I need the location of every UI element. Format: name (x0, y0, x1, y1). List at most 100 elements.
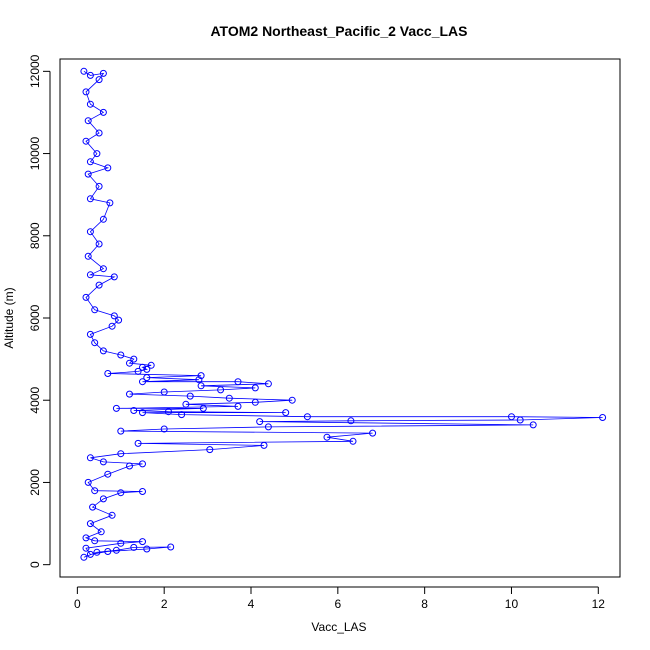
data-point (139, 378, 146, 386)
data-point (197, 382, 205, 390)
data-point (112, 404, 120, 412)
data-point (82, 293, 90, 301)
y-tick-label: 4000 (28, 387, 42, 414)
x-tick-label: 10 (505, 597, 519, 611)
data-point (99, 69, 107, 77)
data-point (99, 265, 107, 273)
data-series (80, 67, 607, 561)
data-point (139, 538, 146, 546)
data-point (288, 396, 296, 404)
data-point (251, 384, 259, 392)
data-point (89, 503, 97, 511)
data-point (323, 433, 331, 441)
data-point (104, 164, 112, 172)
data-point (260, 441, 268, 449)
data-point (130, 543, 138, 551)
data-point (115, 316, 123, 324)
y-axis: 0 2000 4000 6000 8000 10000 12000 (28, 54, 51, 568)
data-point (256, 418, 264, 426)
data-point (369, 429, 377, 437)
chart-title: ATOM2 Northeast_Pacific_2 Vacc_LAS (210, 23, 467, 39)
data-point (186, 392, 194, 400)
x-tick-label: 4 (248, 597, 255, 611)
data-point (206, 446, 214, 454)
data-point (82, 137, 90, 145)
data-point (95, 129, 103, 137)
plot-frame (59, 58, 621, 578)
data-point (234, 378, 242, 386)
data-point (199, 404, 207, 412)
data-point (147, 361, 155, 369)
data-point (91, 487, 99, 495)
data-point (86, 330, 94, 338)
data-point (95, 281, 103, 289)
data-point (508, 413, 515, 421)
data-point (160, 388, 168, 396)
data-point (143, 545, 151, 553)
data-point (182, 400, 190, 408)
data-point (93, 150, 101, 158)
data-point (130, 407, 138, 414)
x-tick-label: 8 (421, 597, 428, 611)
data-point (599, 414, 607, 421)
y-axis-label: Altitude (m) (2, 287, 16, 348)
data-point (95, 76, 103, 84)
x-tick-label: 6 (334, 597, 341, 611)
y-tick-label: 8000 (28, 222, 42, 249)
data-point (529, 421, 537, 429)
data-point (86, 520, 94, 528)
data-point (165, 408, 172, 416)
x-axis: 0 2 4 6 8 10 12 (74, 586, 605, 611)
y-tick-label: 0 (28, 561, 42, 568)
data-point (86, 550, 94, 558)
x-axis-label: Vacc_LAS (311, 620, 366, 634)
data-point (99, 458, 107, 466)
data-point (264, 423, 272, 431)
data-point (104, 470, 112, 478)
data-point (104, 548, 112, 555)
data-point (112, 546, 120, 554)
data-point (349, 437, 357, 445)
data-point (251, 398, 259, 406)
data-point (126, 359, 133, 367)
data-point (167, 543, 175, 551)
data-point (347, 417, 355, 425)
y-tick-label: 12000 (28, 54, 42, 88)
data-point (99, 495, 107, 503)
data-point (143, 365, 151, 373)
data-point (80, 67, 88, 75)
data-point (97, 528, 105, 536)
data-point (108, 322, 116, 330)
data-point (82, 534, 90, 542)
data-point (106, 199, 114, 207)
data-point (82, 544, 90, 552)
data-point (139, 488, 146, 495)
data-point (130, 355, 138, 363)
data-point (99, 215, 107, 223)
data-point (93, 548, 101, 556)
data-point (91, 537, 99, 545)
data-point (86, 271, 94, 279)
data-point (80, 553, 88, 561)
data-point (139, 409, 146, 417)
data-point (104, 370, 112, 377)
data-point (126, 462, 133, 470)
data-point (91, 339, 99, 347)
data-point (86, 158, 94, 166)
data-point (86, 71, 94, 79)
y-tick-label: 10000 (28, 137, 42, 171)
data-point (126, 390, 133, 398)
data-point (84, 252, 92, 260)
data-point (139, 363, 146, 371)
data-point (82, 88, 90, 96)
data-point (108, 511, 116, 519)
data-point (234, 402, 242, 410)
data-point (86, 228, 94, 236)
data-point (86, 195, 94, 203)
data-point (160, 425, 168, 433)
data-point (195, 376, 203, 384)
data-point (84, 117, 92, 125)
data-point (95, 240, 103, 248)
data-point (99, 108, 107, 116)
